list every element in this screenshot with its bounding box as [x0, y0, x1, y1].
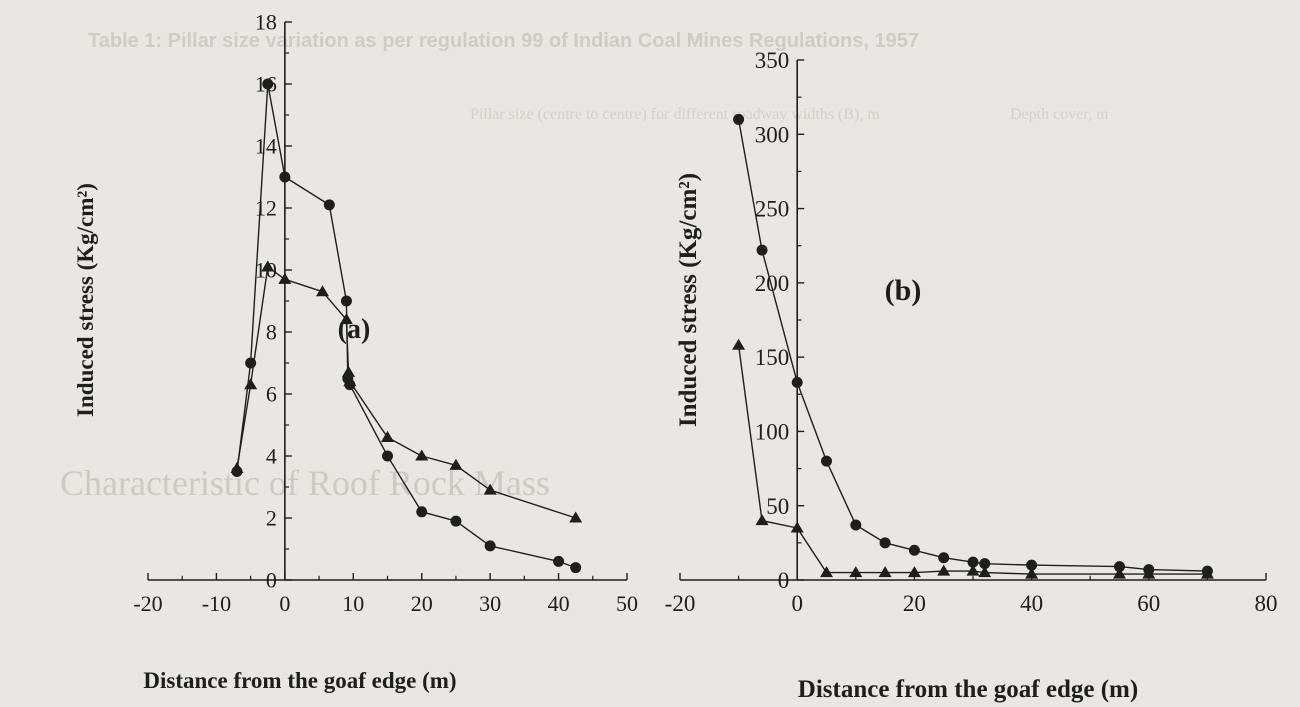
y-tick-label: 350 — [755, 48, 790, 73]
data-point-circle — [967, 556, 979, 568]
data-point-circle — [879, 537, 891, 549]
x-tick-label: -10 — [202, 591, 231, 616]
data-point-triangle — [732, 338, 746, 350]
data-point-triangle — [1113, 567, 1126, 579]
data-point-circle — [791, 376, 803, 388]
data-point-triangle — [230, 461, 244, 473]
data-point-circle — [756, 244, 768, 256]
data-point-triangle — [790, 521, 804, 533]
data-point-triangle — [849, 566, 863, 578]
data-point-circle — [821, 455, 832, 467]
series-line-circle — [236, 83, 576, 569]
data-point-circle — [262, 78, 274, 90]
data-point-circle — [938, 552, 950, 564]
data-point-circle — [416, 506, 428, 518]
x-axis-label: Distance from the goaf edge (m) — [798, 676, 1138, 703]
data-point-circle — [908, 544, 920, 556]
data-point-circle — [850, 519, 862, 531]
y-tick-label: 14 — [255, 134, 277, 159]
background-table-col-depth: Depth cover, m — [1010, 106, 1109, 123]
chart-panel-b: -20 0 20 40 60 80 0 50 100 150 200 250 300 350 (b) Dist… — [665, 48, 1278, 703]
data-point-triangle — [381, 430, 394, 442]
y-tick-label: 150 — [755, 345, 790, 370]
x-tick-label: 40 — [548, 591, 570, 616]
x-tick-label: 60 — [1137, 591, 1160, 616]
x-tick-label: 20 — [411, 591, 433, 616]
x-tick-label: 50 — [616, 591, 638, 616]
data-point-circle — [570, 562, 582, 574]
data-point-circle — [553, 555, 565, 567]
data-point-triangle — [415, 449, 429, 461]
data-point-triangle — [341, 365, 355, 377]
data-point-triangle — [261, 260, 275, 272]
y-tick-label: 2 — [266, 506, 277, 531]
data-point-circle — [484, 540, 496, 552]
data-point-triangle — [820, 566, 833, 578]
background-table-caption: Table 1: Pillar size variation as per re… — [88, 30, 919, 52]
x-tick-label: 30 — [479, 591, 501, 616]
y-tick-label: 250 — [755, 197, 790, 222]
y-tick-label: 300 — [755, 122, 790, 147]
data-point-triangle — [483, 483, 497, 495]
data-point-circle — [340, 295, 352, 307]
data-point-triangle — [907, 566, 921, 578]
data-point-triangle — [755, 514, 769, 526]
data-point-circle — [279, 171, 291, 183]
x-tick-label: 80 — [1255, 591, 1278, 616]
x-tick-label: 20 — [903, 591, 926, 616]
series-line-triangle — [236, 266, 576, 519]
x-tick-label: 40 — [1020, 591, 1043, 616]
y-tick-label: 50 — [766, 494, 789, 519]
chart-panel-a: -20-1001020304050024681012141618(a)Dista… — [73, 10, 638, 693]
x-tick-label: -20 — [133, 591, 162, 616]
data-point-circle — [733, 113, 745, 125]
data-point-circle — [1026, 559, 1038, 571]
data-point-triangle — [315, 285, 329, 297]
y-tick-label: 200 — [755, 271, 790, 296]
data-point-triangle — [1200, 567, 1214, 579]
data-point-triangle — [966, 564, 980, 576]
data-point-circle — [323, 199, 335, 211]
y-tick-label: 12 — [255, 196, 277, 221]
data-point-triangle — [878, 566, 892, 578]
background-table-col-pillar: Pillar size (centre to centre) for diffe… — [470, 106, 880, 123]
data-point-triangle — [244, 378, 258, 390]
data-point-triangle — [937, 564, 951, 576]
y-tick-label: 18 — [255, 10, 277, 35]
background-heading: Characteristic of Roof Rock Mass — [60, 463, 550, 503]
x-tick-label: 0 — [791, 591, 803, 616]
data-point-triangle — [278, 272, 292, 284]
y-tick-label: 0 — [778, 568, 790, 593]
data-point-triangle — [978, 566, 992, 578]
data-point-triangle — [1142, 567, 1156, 579]
panel-label: (a) — [338, 314, 371, 345]
data-point-triangle — [449, 458, 463, 470]
x-tick-label: 0 — [279, 591, 290, 616]
x-axis-label: Distance from the goaf edge (m) — [143, 668, 456, 693]
y-tick-label: 100 — [755, 419, 790, 444]
x-tick-label: -20 — [665, 591, 696, 616]
data-point-triangle — [1025, 567, 1039, 579]
data-point-circle — [1114, 561, 1125, 573]
x-tick-label: 10 — [342, 591, 364, 616]
y-axis-label: Induced stress (Kg/cm²) — [675, 173, 702, 427]
data-point-triangle — [339, 313, 353, 325]
panel-label: (b) — [885, 274, 922, 307]
y-axis-label: Induced stress (Kg/cm²) — [73, 183, 98, 417]
series-line-triangle — [737, 345, 1208, 575]
data-point-circle — [979, 558, 991, 570]
y-tick-label: 8 — [266, 320, 277, 345]
data-point-triangle — [569, 511, 583, 523]
y-tick-label: 4 — [266, 444, 277, 469]
data-point-circle — [382, 450, 393, 462]
data-point-circle — [450, 515, 462, 527]
y-tick-label: 0 — [266, 568, 277, 593]
data-point-triangle — [343, 375, 357, 387]
y-tick-label: 6 — [266, 382, 277, 407]
series-line-circle — [737, 119, 1208, 572]
